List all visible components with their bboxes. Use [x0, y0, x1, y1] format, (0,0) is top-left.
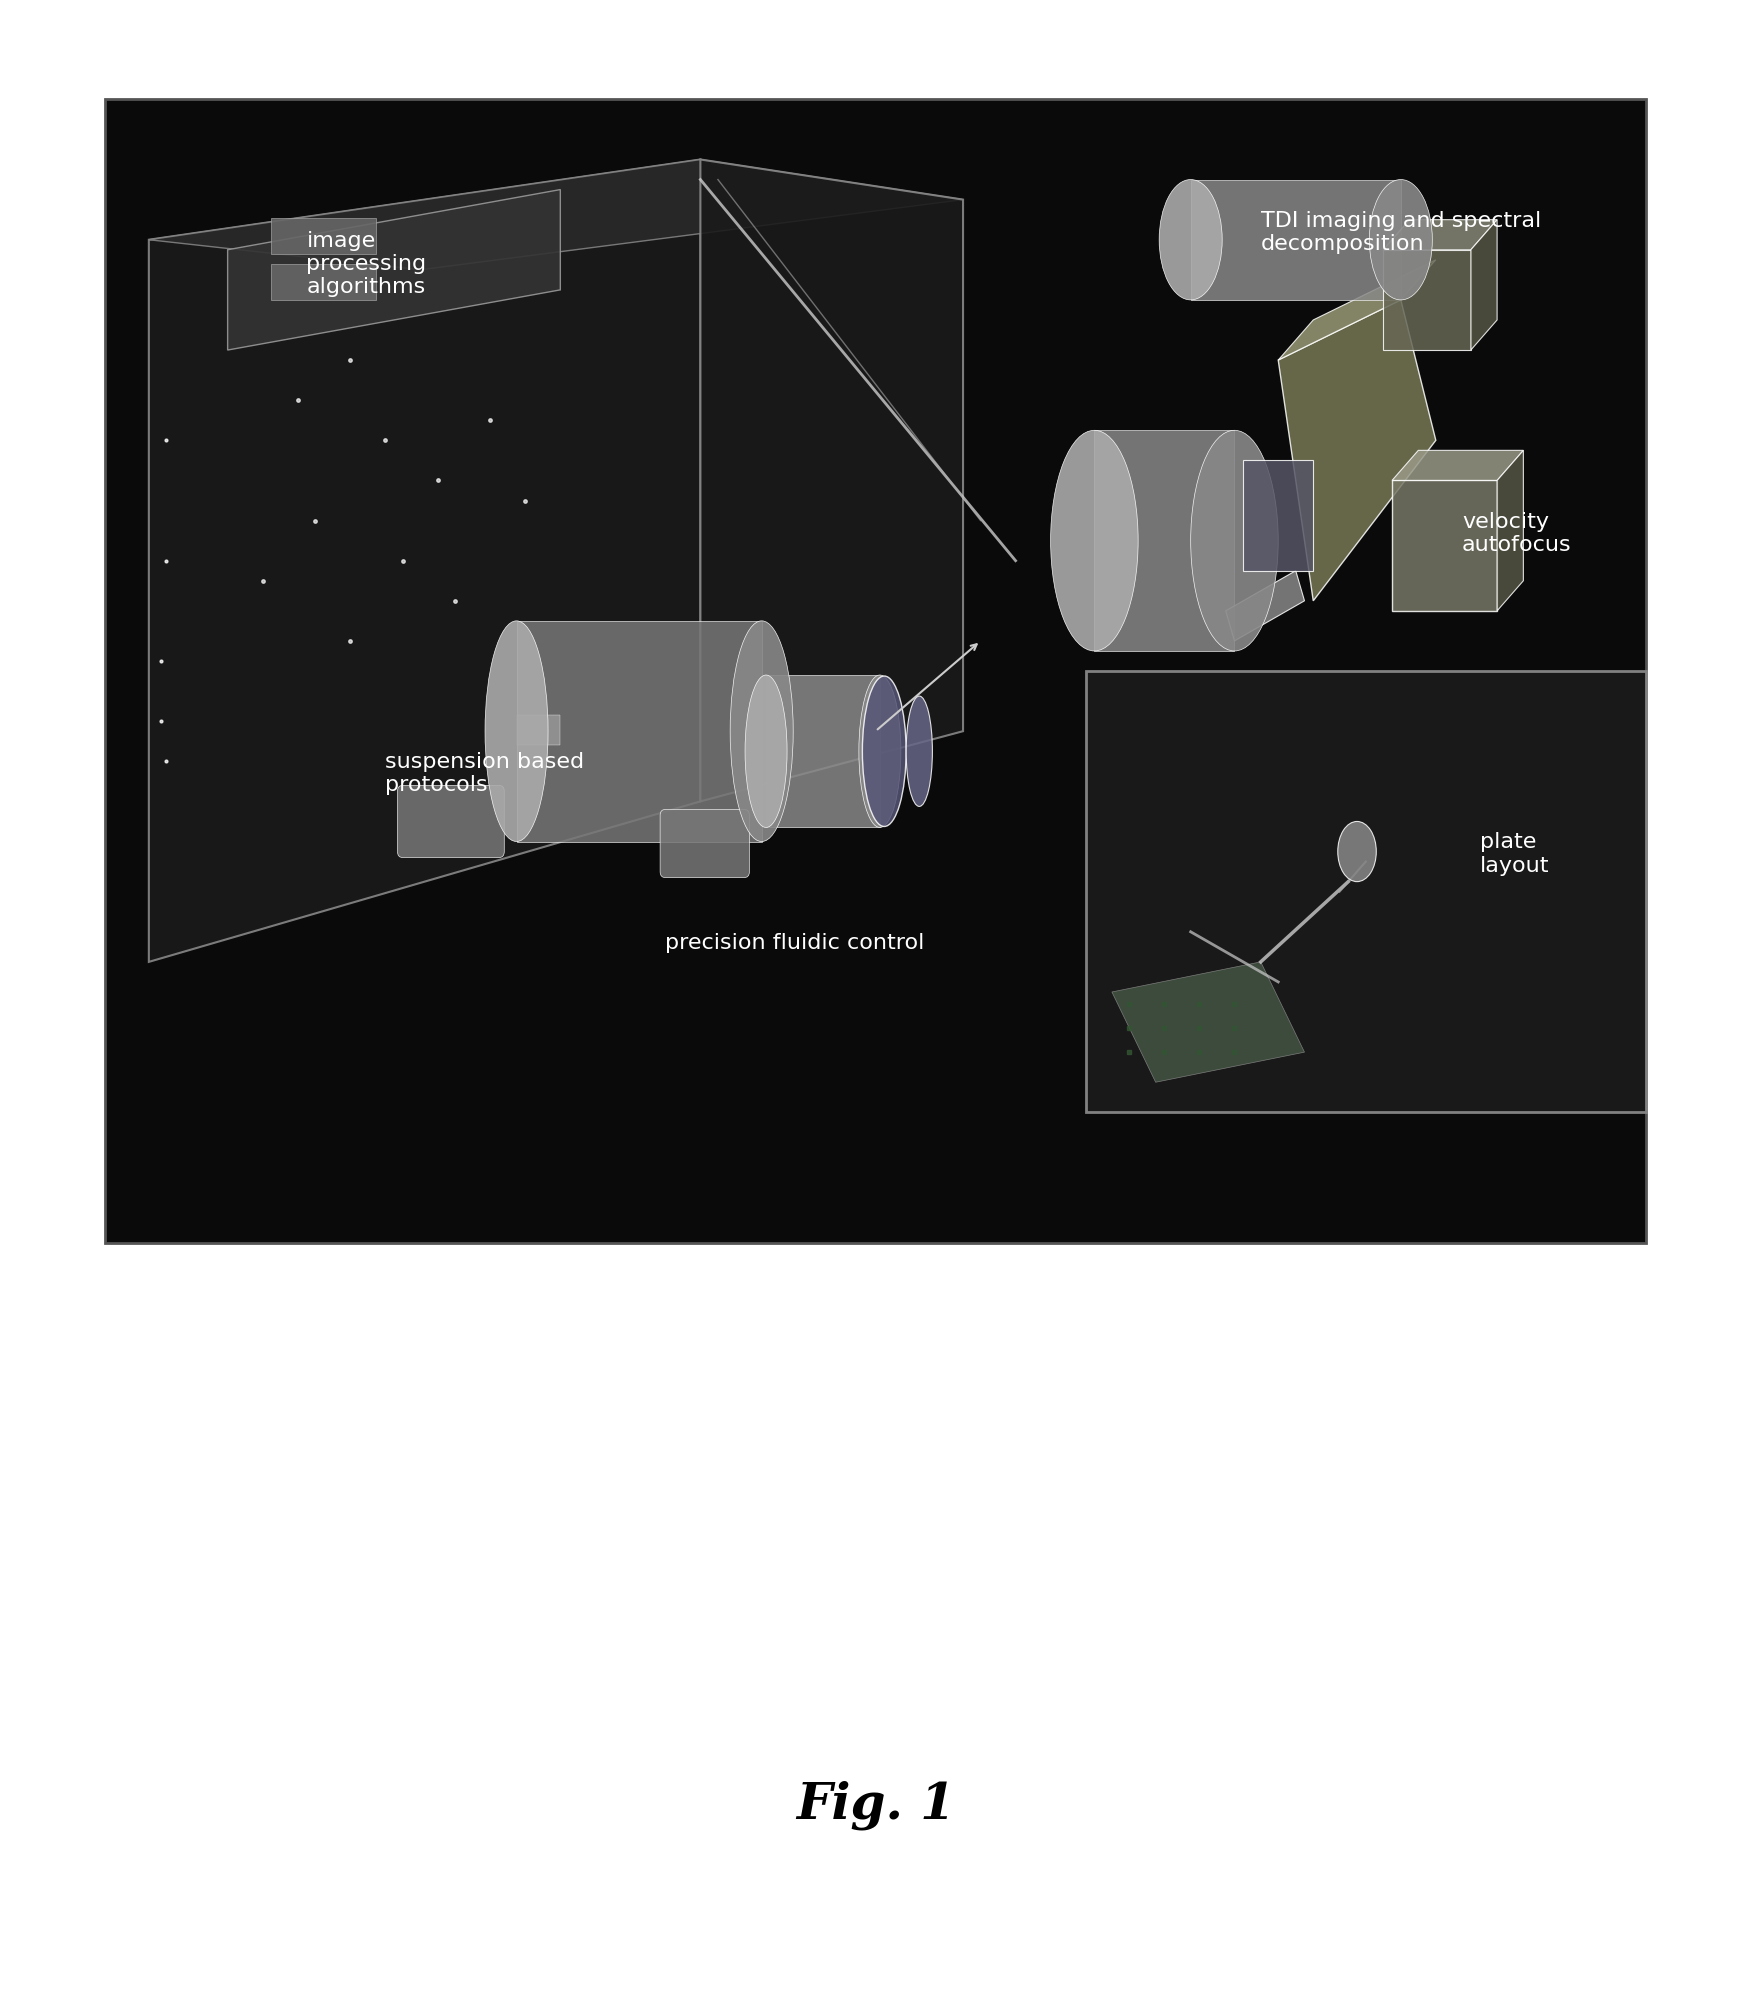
Polygon shape: [149, 160, 963, 271]
Bar: [271, 265, 376, 301]
Bar: [517, 716, 560, 746]
Polygon shape: [1497, 451, 1523, 612]
Ellipse shape: [907, 698, 933, 806]
Polygon shape: [1471, 221, 1497, 351]
Text: TDI imaging and spectral
decomposition: TDI imaging and spectral decomposition: [1261, 211, 1541, 255]
Polygon shape: [1392, 451, 1523, 481]
Polygon shape: [1112, 962, 1304, 1083]
Text: plate
layout: plate layout: [1480, 832, 1550, 876]
Text: velocity
autofocus: velocity autofocus: [1462, 511, 1572, 555]
Polygon shape: [1392, 481, 1497, 612]
Polygon shape: [1278, 261, 1436, 361]
Polygon shape: [1383, 251, 1471, 351]
Text: precision fluidic control: precision fluidic control: [665, 932, 925, 952]
FancyBboxPatch shape: [1086, 672, 1646, 1113]
Polygon shape: [700, 160, 963, 802]
Polygon shape: [1226, 571, 1304, 642]
Ellipse shape: [858, 676, 900, 828]
Bar: [767, 676, 879, 828]
Bar: [517, 622, 762, 842]
Text: Fig. 1: Fig. 1: [797, 1780, 954, 1829]
Ellipse shape: [1191, 431, 1278, 652]
Ellipse shape: [744, 676, 788, 828]
Ellipse shape: [1051, 431, 1138, 652]
Ellipse shape: [861, 678, 907, 826]
Ellipse shape: [1369, 180, 1432, 301]
Ellipse shape: [485, 622, 548, 842]
Bar: [271, 219, 376, 255]
Polygon shape: [1383, 221, 1497, 251]
Ellipse shape: [1159, 180, 1222, 301]
FancyBboxPatch shape: [105, 100, 1646, 1243]
Bar: [1243, 461, 1313, 571]
Text: suspension based
protocols: suspension based protocols: [385, 752, 585, 796]
Bar: [1191, 180, 1401, 301]
Polygon shape: [1278, 301, 1436, 602]
Ellipse shape: [1338, 822, 1376, 882]
Text: image
processing
algorithms: image processing algorithms: [306, 231, 427, 297]
Polygon shape: [149, 160, 700, 962]
FancyBboxPatch shape: [397, 786, 504, 858]
FancyBboxPatch shape: [660, 810, 749, 878]
Ellipse shape: [730, 622, 793, 842]
Polygon shape: [228, 190, 560, 351]
Bar: [1094, 431, 1234, 652]
